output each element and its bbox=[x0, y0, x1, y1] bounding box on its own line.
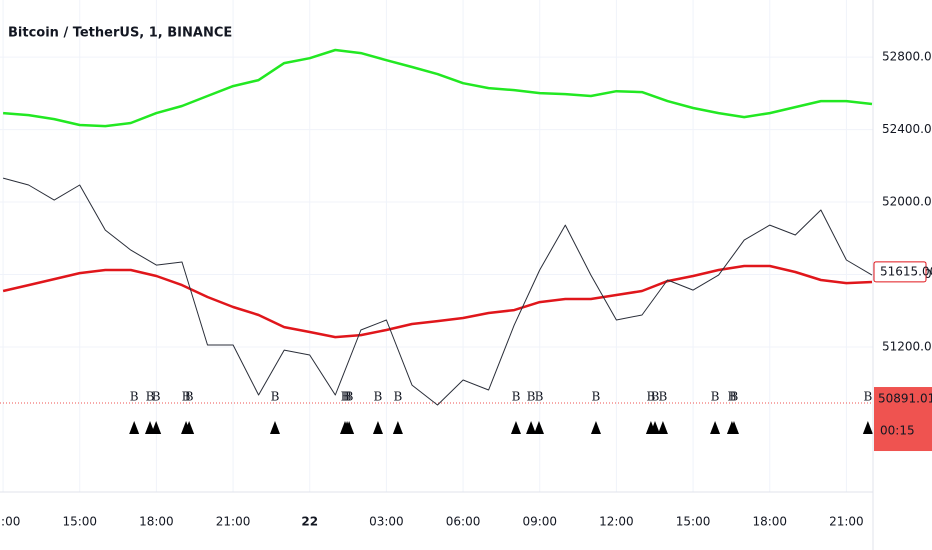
plot-area bbox=[0, 0, 873, 492]
signal-marker bbox=[710, 421, 721, 435]
x-tick-label: 12:00 bbox=[0, 515, 20, 529]
signal-marker bbox=[344, 421, 355, 435]
signal-marker bbox=[392, 421, 403, 435]
x-tick-label: 21:00 bbox=[216, 515, 251, 529]
ma-price-label: 51615.00 bbox=[880, 264, 932, 278]
signal-label: B bbox=[130, 390, 139, 404]
signal-marker bbox=[533, 421, 544, 435]
y-tick-label: 51200.00 bbox=[882, 340, 932, 354]
signal-label: B bbox=[592, 390, 601, 404]
signal-label: B bbox=[659, 390, 668, 404]
signal-label: B bbox=[512, 390, 521, 404]
x-tick-label: 22 bbox=[301, 515, 318, 529]
signal-label: B bbox=[535, 390, 544, 404]
signal-marker bbox=[129, 421, 140, 435]
signal-label: B bbox=[345, 390, 354, 404]
signal-marker bbox=[862, 421, 873, 435]
ma-price-box bbox=[873, 261, 927, 283]
signal-label: B bbox=[527, 390, 536, 404]
y-tick-label: 52000.00 bbox=[882, 195, 932, 209]
signal-label: B bbox=[711, 390, 720, 404]
signal-label: B bbox=[185, 390, 194, 404]
x-tick-label: 12:00 bbox=[599, 515, 634, 529]
signal-label: B bbox=[730, 390, 739, 404]
last-price-label: 50891.01 bbox=[878, 392, 932, 406]
y-tick-label: 52400.00 bbox=[882, 122, 932, 136]
signal-marker bbox=[728, 421, 739, 435]
signal-label: B bbox=[651, 390, 660, 404]
signal-label: B bbox=[182, 390, 191, 404]
signal-marker bbox=[657, 421, 668, 435]
x-tick-label: 15:00 bbox=[62, 515, 97, 529]
signal-marker bbox=[650, 421, 661, 435]
signal-marker bbox=[269, 421, 280, 435]
signal-label: B bbox=[146, 390, 155, 404]
x-tick-label: 18:00 bbox=[752, 515, 787, 529]
signal-marker bbox=[526, 421, 537, 435]
signal-label: B bbox=[152, 390, 161, 404]
signal-label: B bbox=[341, 390, 350, 404]
signal-marker bbox=[151, 421, 162, 435]
y-tick-label: 52800.00 bbox=[882, 50, 932, 64]
x-tick-label: 18:00 bbox=[139, 515, 174, 529]
x-tick-label: 21:00 bbox=[829, 515, 864, 529]
x-tick-label: 03:00 bbox=[369, 515, 404, 529]
signal-marker bbox=[510, 421, 521, 435]
x-tick-label: 06:00 bbox=[446, 515, 481, 529]
signal-label: B bbox=[271, 390, 280, 404]
chart-title: Bitcoin / TetherUS, 1, BINANCE bbox=[8, 26, 232, 41]
series-line bbox=[3, 48, 873, 128]
signal-marker bbox=[590, 421, 601, 435]
series-line bbox=[2, 177, 873, 406]
signal-label: B bbox=[863, 390, 872, 404]
countdown-label: 00:15 bbox=[880, 424, 915, 438]
signal-marker bbox=[184, 421, 195, 435]
signal-label: B bbox=[374, 390, 383, 404]
last-price-box bbox=[874, 387, 932, 452]
series-line bbox=[2, 264, 873, 339]
signal-label: B bbox=[343, 390, 352, 404]
signal-label: B bbox=[393, 390, 402, 404]
signal-label: B bbox=[728, 390, 737, 404]
x-tick-label: 09:00 bbox=[522, 515, 557, 529]
signal-marker bbox=[372, 421, 383, 435]
x-tick-label: 15:00 bbox=[676, 515, 711, 529]
signal-label: B bbox=[647, 390, 656, 404]
